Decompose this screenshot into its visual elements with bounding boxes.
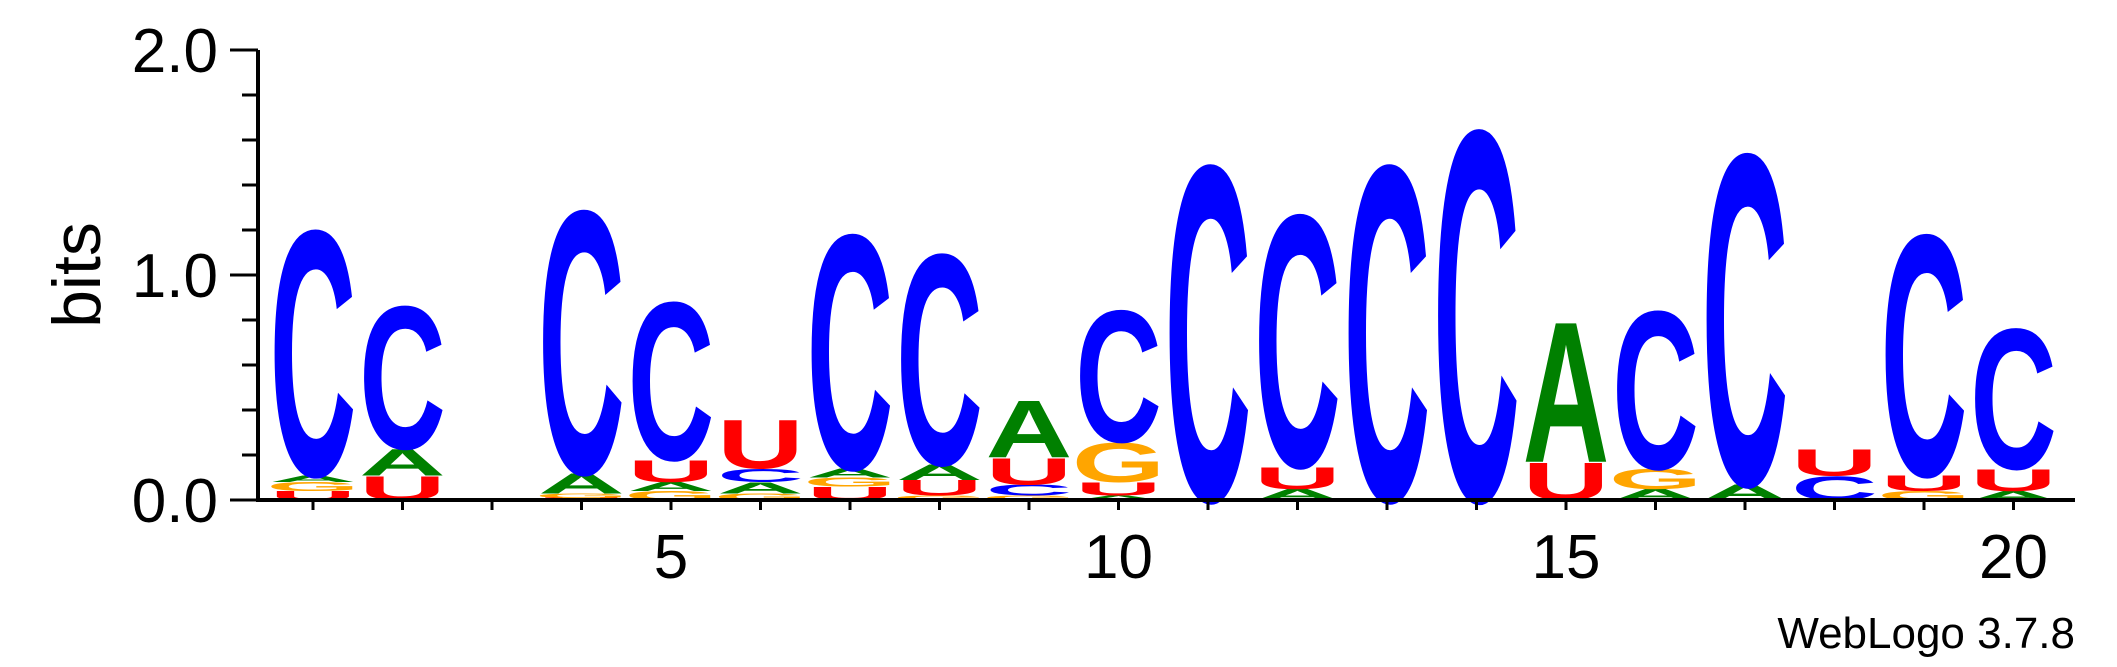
logo-letter-c-pos4: C [538,133,625,553]
x-ticks: 5 10 15 20 [311,500,2048,592]
logo-letter-g-pos10: G [1072,431,1165,494]
logo-letter-c-pos5: C [628,256,715,508]
logo-letter-g-pos9: G [982,494,1075,501]
logo-letter-c-pos20: C [1970,288,2057,513]
logo-letter-c-pos16: C [1612,265,1699,517]
logo-letter-c-pos6: C [717,465,804,486]
logo-letter-u-pos8: U [896,476,983,500]
x-tick-label: 20 [1979,523,2048,592]
y-tick-label: 2.0 [132,17,218,86]
y-tick-label: 1.0 [132,242,218,311]
logo-letter-g-pos8: G [893,494,986,501]
letter-stacks: UGACUACUGACGAUCGACUUGACGUACGCUAAUGCCAUCC… [266,19,2056,614]
logo-letter-g-pos7: G [803,475,896,489]
logo-letter-c-pos1: C [270,157,357,551]
logo-letter-a-pos7: A [807,466,894,480]
logo-letter-u-pos10: U [1075,479,1162,500]
logo-letter-u-pos12: U [1254,460,1341,495]
logo-letter-u-pos19: U [1881,471,1968,495]
logo-letter-c-pos14: C [1433,19,1520,614]
logo-letter-g-pos6: G [714,492,807,503]
weblogo-credit: WebLogo 3.7.8 [1777,609,2075,658]
logo-letter-c-pos10: C [1075,272,1162,482]
logo-letter-c-pos12: C [1254,140,1341,544]
x-tick-label: 15 [1532,523,1601,592]
logo-letter-a-pos2: A [359,441,446,483]
logo-letter-a-pos10: A [1075,494,1162,501]
logo-letter-a-pos4: A [538,468,625,499]
logo-letter-a-pos8: A [896,460,983,484]
logo-letter-g-pos1: G [266,480,359,494]
logo-letter-c-pos7: C [807,165,894,541]
logo-letter-c-pos17: C [1702,56,1789,585]
logo-letter-u-pos5: U [628,454,715,489]
logo-letter-a-pos15: A [1523,281,1610,506]
logo-letter-a-pos6: A [717,479,804,496]
logo-letter-u-pos9: U [986,450,1073,492]
y-tick-label: 0.0 [132,467,218,536]
x-tick-label: 10 [1084,523,1153,592]
y-ticks: 0.0 1.0 2.0 [132,17,258,536]
logo-letter-c-pos11: C [1165,66,1252,603]
logo-letter-a-pos9: A [986,383,1073,475]
logo-letter-g-pos4: G [535,492,628,499]
logo-letter-u-pos20: U [1970,463,2057,498]
x-tick-label: 5 [654,523,688,592]
logo-letter-c-pos9: C [986,482,1073,499]
logo-letter-c-pos8: C [896,191,983,529]
logo-letter-g-pos16: G [1609,463,1702,494]
logo-letter-u-pos18: U [1791,441,1878,483]
logo-letter-u-pos6: U [717,406,804,484]
logo-letter-a-pos5: A [628,480,715,494]
logo-letter-c-pos19: C [1881,163,1968,549]
y-axis-label: bits [39,222,115,328]
logo-letter-c-pos2: C [359,264,446,492]
logo-letter-c-pos13: C [1344,66,1431,603]
logo-letter-a-pos1: A [270,474,357,485]
